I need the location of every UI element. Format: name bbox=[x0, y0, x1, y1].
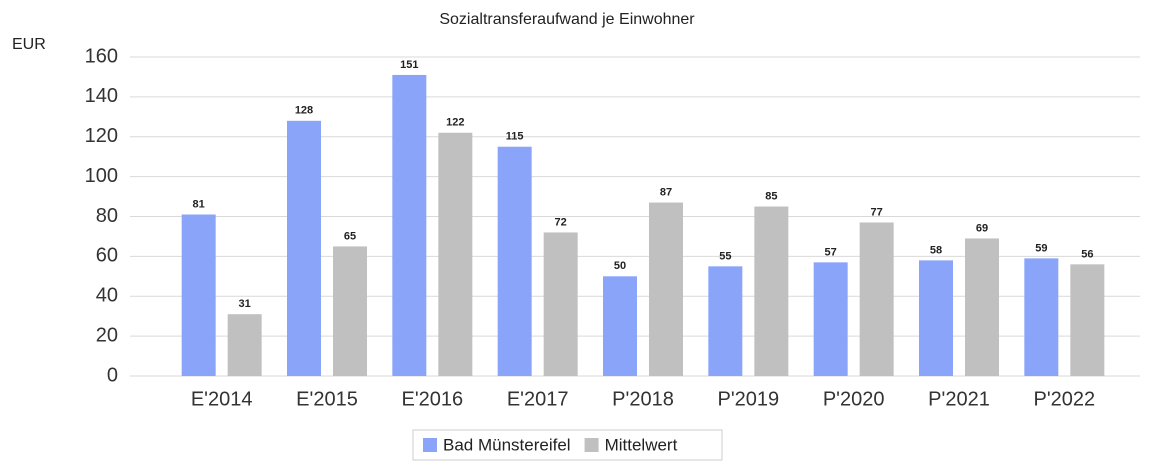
value-label: 55 bbox=[719, 250, 731, 262]
chart-title: Sozialtransferaufwand je Einwohner bbox=[439, 11, 695, 28]
x-tick-label: E'2014 bbox=[191, 388, 253, 410]
value-label: 50 bbox=[614, 260, 626, 272]
y-tick-label: 40 bbox=[96, 285, 118, 307]
bar bbox=[1070, 264, 1105, 376]
value-label: 85 bbox=[765, 190, 777, 202]
value-label: 31 bbox=[239, 298, 251, 310]
y-tick-label: 100 bbox=[85, 165, 118, 187]
y-tick-label: 160 bbox=[85, 45, 118, 67]
bar bbox=[333, 246, 367, 376]
legend-swatch bbox=[584, 438, 599, 452]
x-tick-label: P'2022 bbox=[1034, 388, 1096, 410]
bar bbox=[965, 238, 999, 376]
value-label: 59 bbox=[1035, 242, 1047, 254]
y-tick-label: 140 bbox=[85, 85, 118, 107]
y-tick-label: 60 bbox=[96, 245, 118, 267]
value-label: 69 bbox=[976, 222, 988, 234]
value-label: 115 bbox=[506, 131, 524, 143]
value-label: 128 bbox=[295, 105, 313, 117]
y-tick-label: 20 bbox=[96, 324, 118, 346]
value-label: 122 bbox=[446, 117, 464, 129]
bar bbox=[181, 214, 216, 376]
bar bbox=[438, 132, 473, 376]
bar bbox=[497, 146, 532, 376]
value-label: 57 bbox=[825, 246, 837, 258]
y-tick-label: 80 bbox=[96, 205, 118, 227]
value-label: 151 bbox=[400, 59, 418, 71]
bar bbox=[649, 202, 683, 376]
value-label: 87 bbox=[660, 186, 672, 198]
bar bbox=[543, 232, 578, 376]
value-label: 77 bbox=[871, 206, 883, 218]
legend-label: Bad Münstereifel bbox=[443, 435, 571, 454]
value-label: 56 bbox=[1081, 248, 1093, 260]
bar bbox=[603, 276, 637, 376]
x-tick-label: E'2017 bbox=[507, 388, 569, 410]
legend-swatch bbox=[423, 438, 437, 452]
x-tick-label: P'2018 bbox=[612, 388, 674, 410]
x-tick-label: P'2020 bbox=[823, 388, 885, 410]
bar bbox=[859, 222, 894, 376]
y-axis-label: EUR bbox=[12, 36, 46, 53]
bar bbox=[754, 206, 789, 376]
bar bbox=[392, 74, 427, 376]
bar bbox=[708, 266, 743, 376]
bar bbox=[227, 314, 262, 376]
value-label: 65 bbox=[344, 230, 356, 242]
x-tick-label: P'2019 bbox=[718, 388, 780, 410]
x-tick-label: P'2021 bbox=[928, 388, 990, 410]
bar bbox=[919, 260, 953, 376]
y-tick-label: 0 bbox=[107, 364, 118, 386]
x-tick-label: E'2015 bbox=[296, 388, 358, 410]
legend-label: Mittelwert bbox=[605, 435, 678, 454]
bar bbox=[287, 120, 321, 376]
value-label: 72 bbox=[555, 216, 567, 228]
x-tick-label: E'2016 bbox=[402, 388, 464, 410]
legend-box bbox=[412, 429, 723, 461]
value-label: 81 bbox=[193, 198, 205, 210]
bar bbox=[1024, 258, 1059, 376]
y-tick-label: 120 bbox=[85, 125, 118, 147]
value-label: 58 bbox=[930, 244, 942, 256]
bar bbox=[813, 262, 848, 376]
